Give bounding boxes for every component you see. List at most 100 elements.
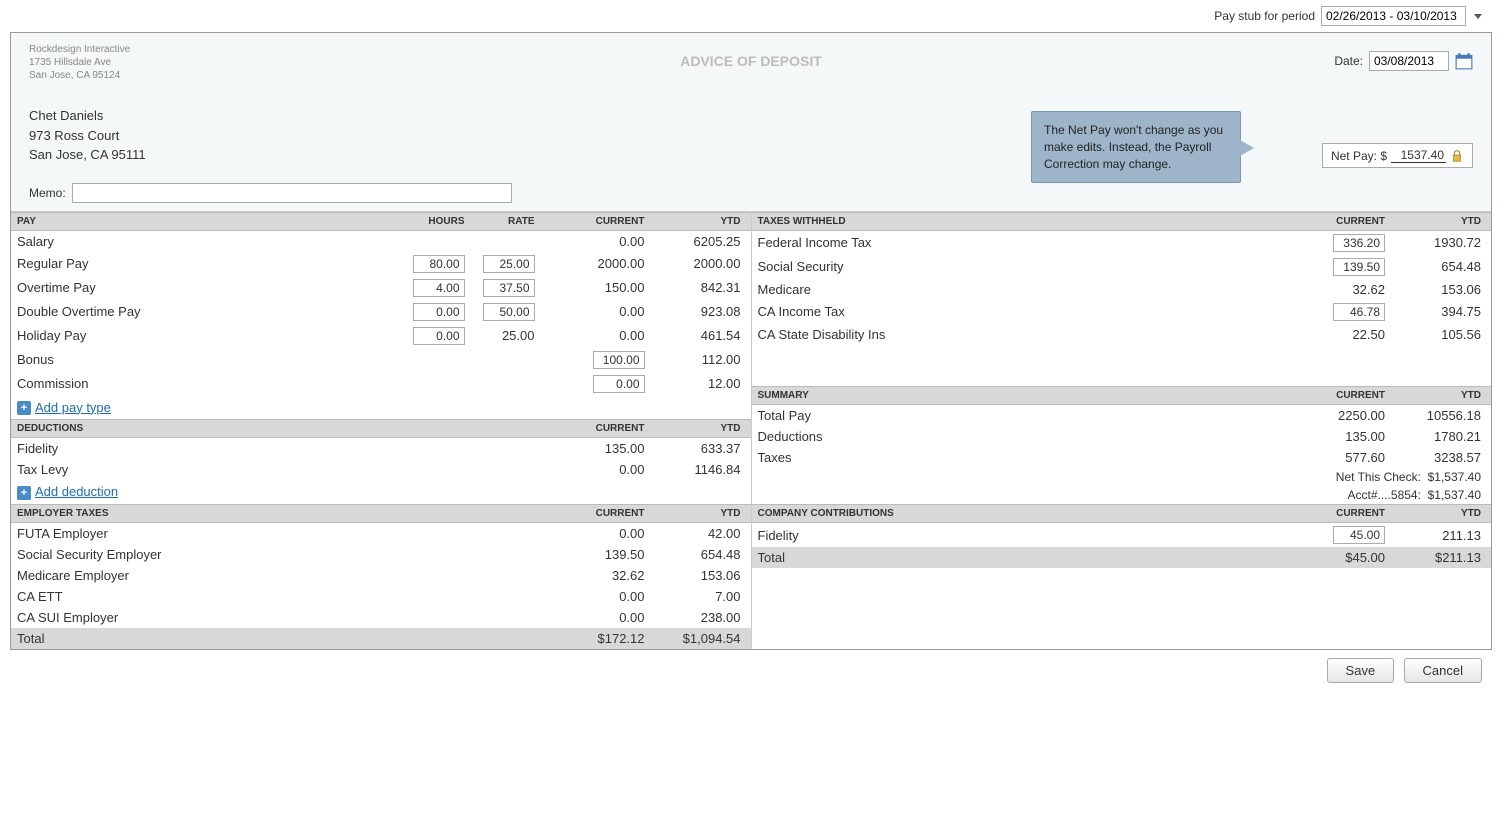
input-cell[interactable]: 0.00 xyxy=(593,375,645,393)
period-input[interactable] xyxy=(1321,6,1466,26)
pay-head-rate: Rate xyxy=(465,216,535,227)
contribution-row: Fidelity45.00211.13 xyxy=(752,523,1492,547)
pay-row: Bonus100.00112.00 xyxy=(11,348,751,372)
advice-title: ADVICE OF DEPOSIT xyxy=(11,53,1491,69)
employee-address: Chet Daniels 973 Ross Court San Jose, CA… xyxy=(29,106,1473,165)
contribution-current: 45.00 xyxy=(1275,526,1385,544)
input-cell[interactable]: 0.00 xyxy=(413,303,465,321)
add-deduction-row[interactable]: + Add deduction xyxy=(11,480,751,504)
net-this-check-value: $1,537.40 xyxy=(1428,470,1481,484)
pay-row-ytd: 112.00 xyxy=(645,352,745,367)
ded-head-title: DEDUCTIONS xyxy=(17,423,535,434)
input-cell[interactable]: 4.00 xyxy=(413,279,465,297)
cancel-button[interactable]: Cancel xyxy=(1404,658,1482,683)
input-cell[interactable]: 139.50 xyxy=(1333,258,1385,276)
contributions-total: Total $45.00 $211.13 xyxy=(752,547,1492,568)
input-cell[interactable]: 46.78 xyxy=(1333,303,1385,321)
input-cell[interactable]: 25.00 xyxy=(483,255,535,273)
input-cell[interactable]: 336.20 xyxy=(1333,234,1385,252)
calendar-icon[interactable] xyxy=(1455,52,1473,70)
net-this-check-line: Net This Check: $1,537.40 xyxy=(752,468,1492,486)
summary-head-ytd: YTD xyxy=(1385,390,1485,401)
ded-head-current: Current xyxy=(535,423,645,434)
emp-tax-total-label: Total xyxy=(17,631,535,646)
pay-row: Holiday Pay0.0025.000.00461.54 xyxy=(11,324,751,348)
input-cell[interactable]: 0.00 xyxy=(413,327,465,345)
deduction-current: 0.00 xyxy=(535,462,645,477)
summary-head-current: Current xyxy=(1275,390,1385,401)
netpay-tooltip: The Net Pay won't change as you make edi… xyxy=(1031,111,1241,183)
memo-label: Memo: xyxy=(29,186,66,200)
date-input[interactable] xyxy=(1369,51,1449,71)
pay-row-current: 0.00 xyxy=(535,234,645,249)
employer-tax-label: CA ETT xyxy=(17,589,535,604)
pay-row-rate: 25.00 xyxy=(465,255,535,273)
deduction-row: Tax Levy0.001146.84 xyxy=(11,459,751,480)
contributions-head: COMPANY CONTRIBUTIONS Current YTD xyxy=(752,504,1492,523)
deduction-ytd: 1146.84 xyxy=(645,462,745,477)
tax-ytd: 1930.72 xyxy=(1385,235,1485,250)
pay-row-ytd: 2000.00 xyxy=(645,256,745,271)
net-this-check-label: Net This Check: xyxy=(1336,470,1421,484)
employer-tax-row: FUTA Employer0.0042.00 xyxy=(11,523,751,544)
contrib-total-current: $45.00 xyxy=(1275,550,1385,565)
tax-ytd: 394.75 xyxy=(1385,304,1485,319)
pay-row-label: Overtime Pay xyxy=(17,280,395,295)
pay-row-rate: 37.50 xyxy=(465,279,535,297)
pay-row-current: 0.00 xyxy=(535,328,645,343)
pay-row-hours: 0.00 xyxy=(395,327,465,345)
employee-name: Chet Daniels xyxy=(29,106,1473,126)
pay-row-current: 150.00 xyxy=(535,280,645,295)
tax-label: Social Security xyxy=(758,259,1276,274)
summary-row: Total Pay2250.0010556.18 xyxy=(752,405,1492,426)
pay-head-current: Current xyxy=(535,216,645,227)
input-cell[interactable]: 80.00 xyxy=(413,255,465,273)
netpay-value: 1537.40 xyxy=(1391,148,1446,163)
summary-current: 2250.00 xyxy=(1275,408,1385,423)
summary-ytd: 10556.18 xyxy=(1385,408,1485,423)
input-cell[interactable]: 45.00 xyxy=(1333,526,1385,544)
employer-tax-current: 0.00 xyxy=(535,526,645,541)
employer-tax-row: CA ETT0.007.00 xyxy=(11,586,751,607)
add-pay-type-link[interactable]: Add pay type xyxy=(35,400,111,415)
add-pay-type-row[interactable]: + Add pay type xyxy=(11,396,751,420)
tax-row: Social Security139.50654.48 xyxy=(752,255,1492,279)
plus-icon: + xyxy=(17,401,31,415)
summary-section-head: SUMMARY Current YTD xyxy=(752,386,1492,405)
pay-row-rate: 25.00 xyxy=(465,328,535,343)
employee-addr2: San Jose, CA 95111 xyxy=(29,145,1473,165)
employer-tax-label: FUTA Employer xyxy=(17,526,535,541)
pay-row-ytd: 461.54 xyxy=(645,328,745,343)
input-cell[interactable]: 100.00 xyxy=(593,351,645,369)
tax-current: 32.62 xyxy=(1275,282,1385,297)
summary-row: Deductions135.001780.21 xyxy=(752,426,1492,447)
tax-label: CA State Disability Ins xyxy=(758,327,1276,342)
pay-row-current: 0.00 xyxy=(535,304,645,319)
input-cell[interactable]: 37.50 xyxy=(483,279,535,297)
chevron-down-icon[interactable] xyxy=(1474,14,1482,19)
tax-current: 22.50 xyxy=(1275,327,1385,342)
plus-icon: + xyxy=(17,486,31,500)
employer-tax-current: 32.62 xyxy=(535,568,645,583)
summary-label: Deductions xyxy=(758,429,1276,444)
add-deduction-link[interactable]: Add deduction xyxy=(35,484,118,499)
memo-input[interactable] xyxy=(72,183,512,203)
emp-tax-head-current: Current xyxy=(535,508,645,519)
pay-head-ytd: YTD xyxy=(645,216,745,227)
input-cell[interactable]: 50.00 xyxy=(483,303,535,321)
employer-tax-current: 0.00 xyxy=(535,610,645,625)
acct-value: $1,537.40 xyxy=(1428,488,1481,502)
pay-row-ytd: 842.31 xyxy=(645,280,745,295)
pay-row-ytd: 6205.25 xyxy=(645,234,745,249)
employer-tax-label: Medicare Employer xyxy=(17,568,535,583)
save-button[interactable]: Save xyxy=(1327,658,1395,683)
employer-tax-current: 139.50 xyxy=(535,547,645,562)
contribution-ytd: 211.13 xyxy=(1385,528,1485,543)
pay-row-hours: 4.00 xyxy=(395,279,465,297)
pay-head-hours: Hours xyxy=(395,216,465,227)
summary-row: Taxes577.603238.57 xyxy=(752,447,1492,468)
tax-head-current: Current xyxy=(1275,216,1385,227)
contrib-head-current: Current xyxy=(1275,508,1385,519)
netpay-display: Net Pay: $ 1537.40 xyxy=(1322,143,1473,168)
contrib-total-label: Total xyxy=(758,550,1276,565)
